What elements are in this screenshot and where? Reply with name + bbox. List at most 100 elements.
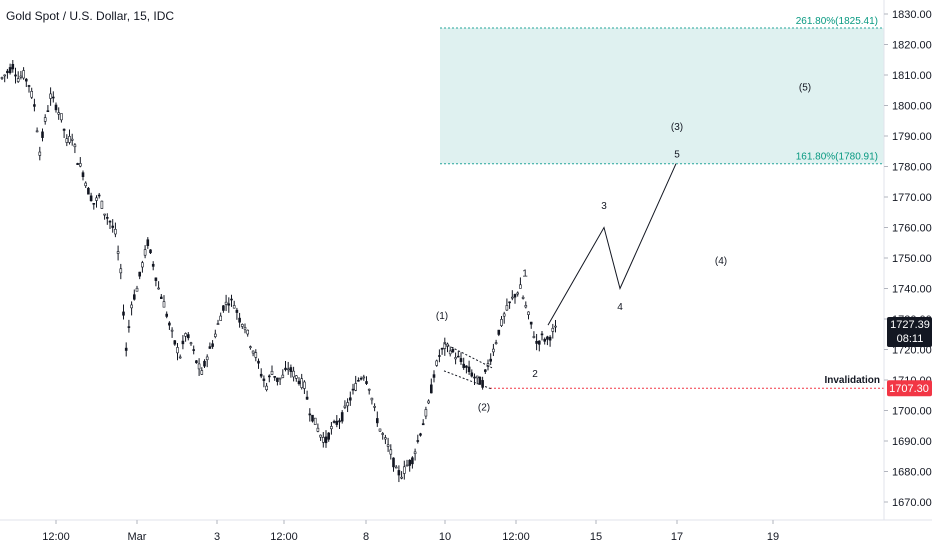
candle-body <box>3 74 7 77</box>
candle-body <box>35 130 39 133</box>
candle-body <box>73 144 77 148</box>
candle-body <box>543 338 547 342</box>
x-tick-label: 12:00 <box>270 531 298 543</box>
candle-body <box>205 356 209 361</box>
candle-body <box>160 296 163 299</box>
x-tick-label: 8 <box>363 531 369 543</box>
y-tick-label: 1750.00 <box>892 253 932 265</box>
candle-body <box>62 128 66 131</box>
candle-body <box>343 405 347 408</box>
fib-target-zone[interactable] <box>440 27 884 164</box>
candle-body <box>19 75 23 78</box>
candle-body <box>348 397 352 401</box>
candle-body <box>84 182 87 187</box>
candle-body <box>389 449 393 455</box>
candle-body <box>168 322 171 326</box>
candle-body <box>494 342 498 344</box>
candle-body <box>532 336 536 338</box>
y-tick-label: 1670.00 <box>892 497 932 509</box>
candle-body <box>254 352 258 358</box>
candle-body <box>76 163 79 165</box>
candle-body <box>483 369 487 372</box>
wave-labels: (1) (2) 1 2 3 4 5 (3) (4) (5) <box>436 82 811 413</box>
candle-body <box>502 313 506 317</box>
wave-label: 4 <box>617 302 623 313</box>
candle-body <box>30 91 34 98</box>
candle-body <box>138 271 141 277</box>
candle-body <box>289 367 293 372</box>
invalidation-price-tag: 1707.30 <box>887 380 932 397</box>
candle-body <box>327 432 331 440</box>
wave-label: 1 <box>522 268 528 279</box>
candle-body <box>60 113 63 121</box>
x-tick-label: 3 <box>214 531 220 543</box>
candle-body <box>89 195 93 202</box>
candle-body <box>173 340 177 345</box>
candle-body <box>421 423 425 426</box>
candle-body <box>87 187 90 195</box>
candle-body <box>243 327 247 330</box>
candle-body <box>116 251 120 254</box>
wave-label: (4) <box>715 256 727 267</box>
candle-body <box>413 451 417 454</box>
candle-body <box>524 305 528 308</box>
candle-body <box>241 324 244 327</box>
candle-body <box>411 457 414 465</box>
candle-body <box>24 78 28 82</box>
candle-body <box>108 220 112 223</box>
candle-body <box>332 421 336 423</box>
elliott-projection-path <box>547 163 677 326</box>
candle-body <box>65 138 69 143</box>
candle-body <box>49 93 52 99</box>
candle-body <box>265 385 268 390</box>
candle-body <box>367 388 371 391</box>
channel-upper <box>443 342 493 369</box>
candle-body <box>0 77 4 79</box>
candle-body <box>141 262 144 268</box>
bar-countdown: 08:11 <box>897 333 924 345</box>
x-tick-label: 12:00 <box>42 531 70 543</box>
y-tick-label: 1800.00 <box>892 101 932 113</box>
price-axis[interactable]: 1670.001680.001690.001700.001710.001720.… <box>884 9 932 509</box>
candle-body <box>456 355 460 358</box>
candle-body <box>451 348 455 353</box>
candle-body <box>521 296 525 299</box>
candle-body <box>97 194 101 197</box>
candle-body <box>8 67 12 74</box>
candle-body <box>70 138 74 141</box>
candle-body <box>46 110 50 113</box>
candle-body <box>214 333 217 337</box>
candle-body <box>386 444 390 447</box>
candle-body <box>497 329 501 335</box>
corrective-channel <box>443 342 493 390</box>
y-tick-label: 1760.00 <box>892 223 932 235</box>
candle-body <box>313 417 317 425</box>
candle-body <box>222 305 225 311</box>
candle-body <box>516 292 520 295</box>
candle-body <box>340 412 344 422</box>
candle-body <box>375 418 379 424</box>
candle-body <box>192 349 195 351</box>
candle-body <box>548 336 552 341</box>
candle-body <box>435 360 439 366</box>
candle-body <box>278 377 282 380</box>
candle-body <box>292 370 295 378</box>
wave-label: 5 <box>674 149 680 160</box>
candle-body <box>203 360 206 367</box>
candle-body <box>219 315 222 321</box>
candle-body <box>230 298 233 301</box>
y-tick-label: 1810.00 <box>892 70 932 82</box>
candle-body <box>519 284 522 289</box>
candle-body <box>351 388 355 391</box>
time-axis[interactable]: 12:00 Mar 3 12:00 8 10 12:00 15 17 19 <box>42 520 779 543</box>
candle-body <box>303 381 306 389</box>
candle-body <box>429 384 433 394</box>
candle-body <box>362 376 366 379</box>
x-tick-label: 10 <box>439 531 451 543</box>
channel-lower <box>443 370 493 390</box>
x-tick-label: 12:00 <box>502 531 530 543</box>
candle-body <box>267 375 271 378</box>
candle-body <box>100 200 104 209</box>
candle-body <box>481 380 484 388</box>
